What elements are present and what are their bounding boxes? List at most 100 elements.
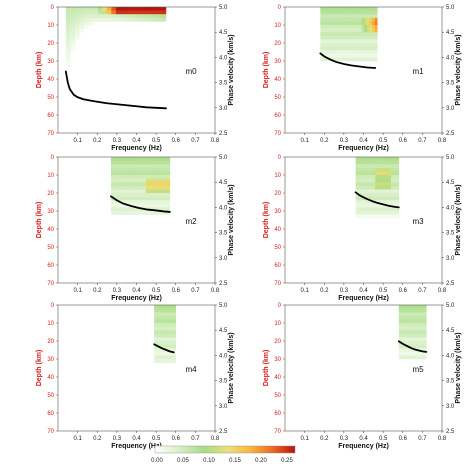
heatmap-cell <box>351 57 355 62</box>
heatmap-cell <box>379 214 382 219</box>
heatmap-cell <box>120 7 126 11</box>
heatmap-cell <box>408 333 411 338</box>
heatmap-cell <box>171 326 174 331</box>
heatmap-cell <box>356 7 360 11</box>
heatmap-cell <box>418 319 421 324</box>
heatmap-cell <box>135 175 139 179</box>
heatmap-cell <box>400 344 402 349</box>
heatmap-cell <box>369 200 372 205</box>
heatmap-cell <box>65 50 71 55</box>
heatmap-cell <box>119 207 122 212</box>
heatmap-cell <box>143 189 147 194</box>
heatmap-cell <box>145 189 149 194</box>
heatmap-cell <box>161 171 165 176</box>
heatmap-cell <box>363 171 366 176</box>
heatmap-cell <box>416 355 418 360</box>
heatmap-cell <box>159 193 163 197</box>
heatmap-cell <box>174 344 177 349</box>
heatmap-cell <box>361 25 365 29</box>
heatmap-cell <box>140 193 144 197</box>
heatmap-cell <box>377 211 380 215</box>
heatmap-cell <box>392 200 396 205</box>
heatmap-cell <box>148 175 152 179</box>
heatmap-cell <box>353 25 357 29</box>
heatmap-cell <box>367 164 370 169</box>
heatmap-cell <box>165 312 168 317</box>
depth-tick-label: 50 <box>47 245 54 251</box>
heatmap-cell <box>400 312 402 317</box>
heatmap-cell <box>155 305 157 309</box>
heatmap-cell <box>151 171 155 176</box>
heatmap-cell <box>363 157 366 161</box>
x-axis-label: Frequency (Hz) <box>338 443 389 450</box>
heatmap-cell <box>369 182 372 187</box>
heatmap-cell <box>160 305 162 309</box>
heatmap-cell <box>357 203 360 208</box>
heatmap-cell <box>387 175 390 179</box>
heatmap-cell <box>65 57 71 62</box>
heatmap-cell <box>402 344 405 349</box>
heatmap-cell <box>365 175 368 179</box>
heatmap-cell <box>353 32 357 37</box>
heatmap-cell <box>389 193 392 197</box>
heatmap-cell <box>335 10 339 15</box>
heatmap-cell <box>423 337 426 342</box>
heatmap-cell <box>143 193 147 197</box>
heatmap-cell <box>375 214 378 219</box>
heatmap-cell <box>170 351 173 356</box>
heatmap-cell <box>387 214 390 219</box>
heatmap-cell <box>124 193 128 197</box>
model-label: m3 <box>412 217 424 226</box>
heatmap-cell <box>396 193 400 197</box>
heatmap-cell <box>398 312 401 317</box>
heatmap-cell <box>172 333 175 338</box>
heatmap-cell <box>165 344 168 349</box>
depth-tick-label: 0 <box>278 155 282 161</box>
heatmap-cell <box>158 341 160 345</box>
heatmap-cell <box>374 43 378 47</box>
heatmap-cell <box>97 17 103 22</box>
heatmap-cell <box>168 326 171 331</box>
heatmap-cell <box>338 53 342 58</box>
heatmap-cell <box>408 308 411 313</box>
heatmap-cell <box>124 171 128 176</box>
heatmap-cell <box>135 178 139 183</box>
heatmap-cell <box>162 319 165 324</box>
heatmap-cell <box>369 39 373 44</box>
heatmap-cell <box>385 171 388 176</box>
heatmap-cell <box>164 305 167 309</box>
heatmap-cell <box>127 157 131 161</box>
heatmap-cell <box>65 35 71 40</box>
heatmap-cell <box>369 160 372 165</box>
heatmap-cell <box>361 57 365 62</box>
velocity-tick-label: 3.5 <box>446 231 455 237</box>
heatmap-cell <box>167 333 170 338</box>
depth-tick-label: 70 <box>274 281 281 287</box>
heatmap-cell <box>411 344 413 349</box>
heatmap-cell <box>161 312 163 317</box>
heatmap-cell <box>173 330 176 335</box>
heatmap-cell <box>143 171 147 176</box>
heatmap-cell <box>121 211 125 215</box>
heatmap-cell <box>320 10 324 15</box>
heatmap-cell <box>322 17 326 22</box>
heatmap-cell <box>396 157 400 161</box>
heatmap-cell <box>158 351 160 356</box>
heatmap-cell <box>405 319 407 324</box>
heatmap-cell <box>372 46 375 51</box>
heatmap-cell <box>374 14 378 19</box>
heatmap-cell <box>172 355 175 360</box>
heatmap-cell <box>413 305 416 309</box>
heatmap-cell <box>363 175 366 179</box>
heatmap-cell <box>161 315 163 320</box>
heatmap-cell <box>417 308 420 313</box>
heatmap-cell <box>147 17 153 22</box>
velocity-tick-label: 2.5 <box>446 429 455 435</box>
heatmap-cell <box>408 315 411 320</box>
depth-tick-label: 60 <box>47 411 54 417</box>
heatmap-cell <box>330 43 334 47</box>
heatmap-cell <box>351 39 355 44</box>
heatmap-cell <box>160 333 162 338</box>
heatmap-cell <box>373 211 376 215</box>
heatmap-cell <box>364 28 368 33</box>
